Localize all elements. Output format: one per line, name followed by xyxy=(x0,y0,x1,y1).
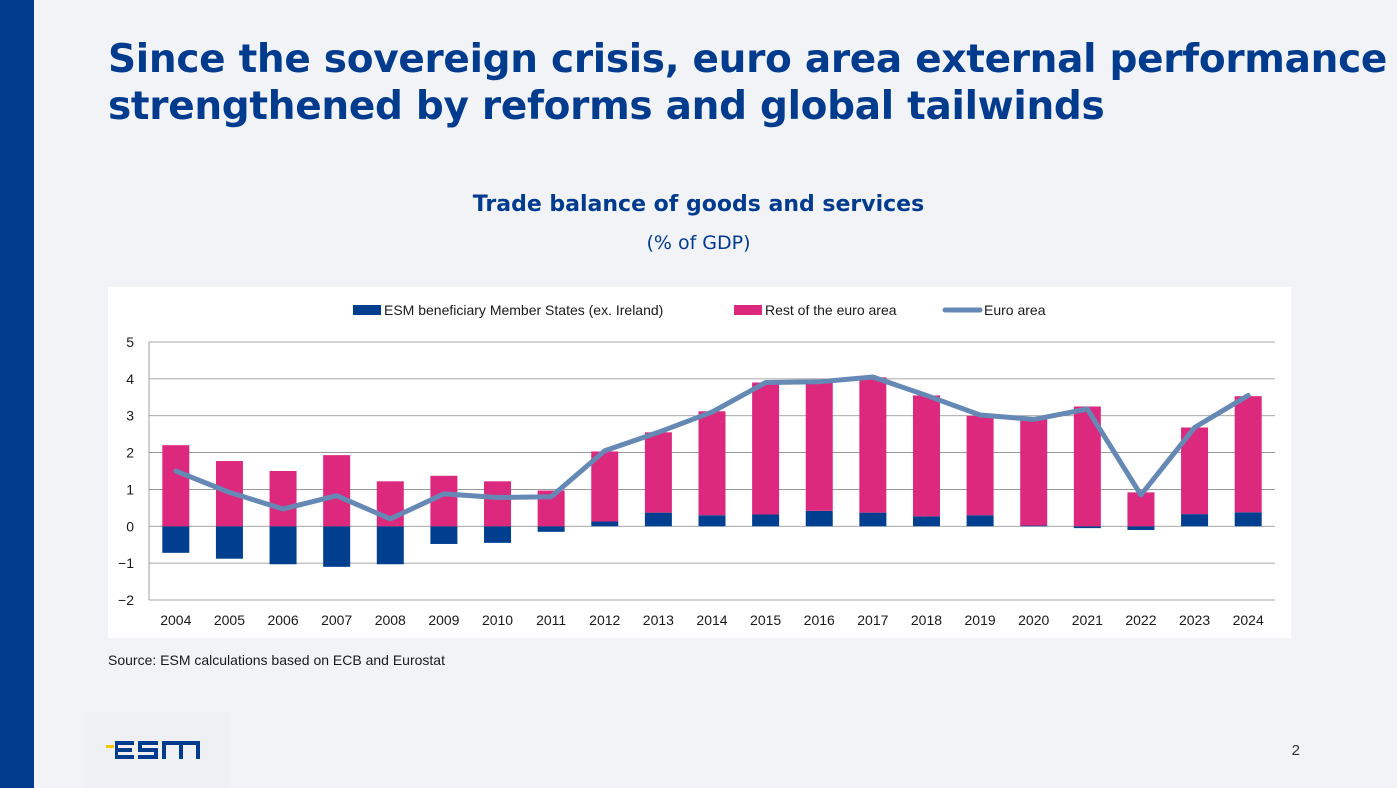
y-tick-label: 4 xyxy=(126,371,134,387)
bar-esm-2019 xyxy=(966,515,994,527)
bar-rest-2020 xyxy=(1020,419,1048,526)
x-tick-label: 2018 xyxy=(911,612,942,628)
x-tick-label: 2005 xyxy=(214,612,245,628)
x-tick-label: 2023 xyxy=(1179,612,1210,628)
x-tick-label: 2014 xyxy=(696,612,727,628)
x-tick-label: 2009 xyxy=(428,612,459,628)
esm-logo-icon xyxy=(106,741,200,759)
bar-rest-2012 xyxy=(591,451,619,522)
x-axis: 2004 2005 2006 2007 2008 2009 2010 2011 2012 2013… xyxy=(160,612,1264,628)
y-tick-label: 2 xyxy=(126,445,134,461)
bar-rest-2018 xyxy=(912,395,940,517)
bar-esm-2009 xyxy=(430,526,458,544)
x-tick-label: 2012 xyxy=(589,612,620,628)
source-note: Source: ESM calculations based on ECB an… xyxy=(108,652,445,668)
slide-title: Since the sovereign crisis, euro area ex… xyxy=(108,36,1388,130)
bar-rest-2015 xyxy=(752,382,780,515)
x-tick-label: 2004 xyxy=(160,612,191,628)
x-tick-label: 2020 xyxy=(1018,612,1049,628)
slide-title-line-2: strengthened by reforms and global tailw… xyxy=(108,84,1105,129)
bar-rest-2009 xyxy=(430,475,458,527)
x-tick-label: 2021 xyxy=(1072,612,1103,628)
bar-esm-2007 xyxy=(323,526,351,567)
slide-title-line-1: Since the sovereign crisis, euro area ex… xyxy=(108,37,1388,82)
y-tick-label: 3 xyxy=(126,408,134,424)
y-tick-label: 0 xyxy=(126,518,134,534)
page-number: 2 xyxy=(1291,742,1300,759)
bar-esm-2005 xyxy=(215,526,243,559)
x-tick-label: 2017 xyxy=(857,612,888,628)
x-tick-label: 2010 xyxy=(482,612,513,628)
legend-label-1: Rest of the euro area xyxy=(765,302,897,318)
legend-swatch-1 xyxy=(734,305,762,315)
y-tick-label: 1 xyxy=(126,481,134,497)
bar-esm-2010 xyxy=(484,526,512,543)
x-tick-label: 2013 xyxy=(643,612,674,628)
chart-legend: ESM beneficiary Member States (ex. Irela… xyxy=(353,302,1046,318)
bar-esm-2021 xyxy=(1073,526,1101,529)
bar-rest-2004 xyxy=(162,445,190,527)
x-tick-label: 2006 xyxy=(267,612,298,628)
bar-rest-2013 xyxy=(644,432,672,513)
bar-esm-2004 xyxy=(162,526,190,553)
x-tick-label: 2016 xyxy=(804,612,835,628)
bar-rest-2022 xyxy=(1127,492,1155,527)
bar-rest-2010 xyxy=(484,481,512,527)
chart-line xyxy=(173,374,1251,522)
y-tick-label: −1 xyxy=(118,555,134,571)
bar-esm-2022 xyxy=(1127,526,1155,530)
bar-esm-2013 xyxy=(644,512,672,527)
legend-label-2: Euro area xyxy=(984,302,1046,318)
bar-rest-2019 xyxy=(966,415,994,516)
esm-logo xyxy=(84,712,230,788)
trade-balance-chart: ESM beneficiary Member States (ex. Irela… xyxy=(118,302,1275,628)
bar-esm-2023 xyxy=(1181,514,1209,527)
legend-label-0: ESM beneficiary Member States (ex. Irela… xyxy=(384,302,663,318)
y-tick-label: 5 xyxy=(126,334,134,350)
bar-esm-2024 xyxy=(1234,512,1262,527)
chart-panel: ESM beneficiary Member States (ex. Irela… xyxy=(108,287,1291,638)
bar-rest-2014 xyxy=(698,411,726,516)
bar-esm-2012 xyxy=(591,521,619,527)
x-tick-label: 2011 xyxy=(536,612,566,628)
x-tick-label: 2024 xyxy=(1233,612,1264,628)
chart-title: Trade balance of goods and services xyxy=(472,192,925,217)
bar-esm-2015 xyxy=(752,514,780,527)
bar-esm-2016 xyxy=(805,510,833,527)
chart-bars xyxy=(162,377,1262,567)
x-tick-label: 2007 xyxy=(321,612,352,628)
chart-subtitle: (% of GDP) xyxy=(646,232,751,254)
bar-esm-2006 xyxy=(269,526,297,565)
bar-rest-2016 xyxy=(805,381,833,511)
bar-rest-2006 xyxy=(269,471,297,527)
bar-esm-2011 xyxy=(537,526,565,532)
x-tick-label: 2008 xyxy=(375,612,406,628)
x-tick-label: 2015 xyxy=(750,612,781,628)
y-tick-label: −2 xyxy=(118,592,134,608)
x-tick-label: 2019 xyxy=(965,612,996,628)
y-axis: 5 4 3 2 1 0 −1 −2 xyxy=(118,334,150,608)
left-accent-bar xyxy=(0,0,34,788)
legend-swatch-0 xyxy=(353,305,381,315)
bar-rest-2024 xyxy=(1234,396,1262,513)
bar-esm-2014 xyxy=(698,515,726,527)
bar-esm-2018 xyxy=(912,516,940,527)
bar-esm-2017 xyxy=(859,512,887,527)
bar-rest-2017 xyxy=(859,377,887,513)
bar-esm-2020 xyxy=(1020,525,1048,527)
bar-rest-2007 xyxy=(323,455,351,527)
bar-esm-2008 xyxy=(376,526,404,565)
x-tick-label: 2022 xyxy=(1125,612,1156,628)
